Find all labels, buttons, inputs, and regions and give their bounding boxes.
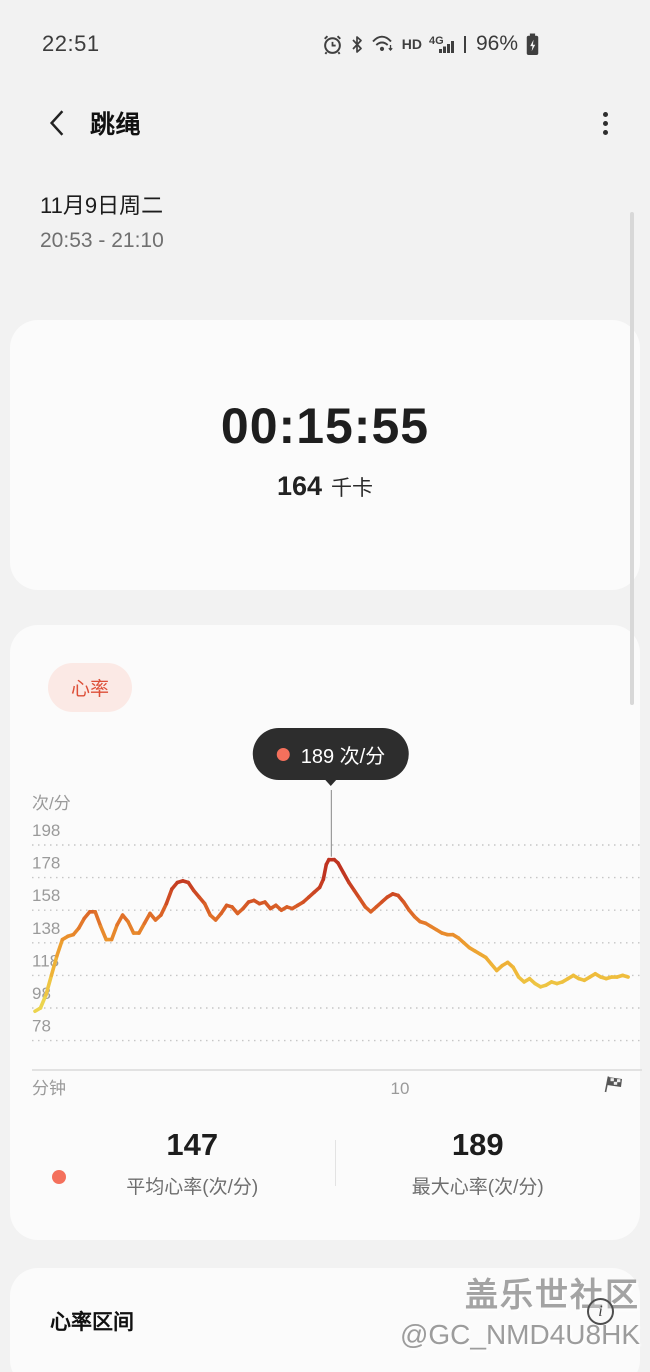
svg-text:78: 78 (32, 1017, 51, 1036)
bluetooth-icon (350, 34, 364, 55)
max-hr-stat: 189 最大心率(次/分) (336, 1127, 621, 1199)
calories-value: 164 (276, 470, 323, 501)
svg-text:138: 138 (32, 919, 60, 938)
stats-divider (334, 1140, 336, 1186)
svg-text:198: 198 (32, 821, 60, 840)
status-bar: 22:51 HD 4G 96% (0, 0, 650, 62)
average-marker-dot (52, 1170, 66, 1184)
more-options-button[interactable] (597, 106, 614, 141)
svg-text:158: 158 (32, 886, 60, 905)
max-hr-value: 189 (451, 1127, 504, 1162)
heart-rate-chart[interactable]: 次/分 198 178 158 138 118 98 78 分钟 10 (30, 780, 645, 1115)
network-label: 4G (429, 35, 444, 47)
chevron-left-icon (49, 110, 64, 136)
calories: 164 千卡 (277, 471, 373, 502)
avg-hr-value: 147 (166, 1127, 219, 1162)
tooltip-dot (276, 747, 290, 761)
status-icons: HD 4G 96% (322, 32, 540, 56)
clock: 22:51 (42, 31, 100, 56)
page-title: 跳绳 (90, 111, 142, 139)
max-hr-label: 最大心率(次/分) (411, 1177, 544, 1198)
tooltip-label: 189 次/分 (300, 745, 386, 768)
session-info: 11月9日周二 20:53 - 21:10 (0, 146, 650, 253)
svg-text:次/分: 次/分 (32, 794, 71, 813)
chart-tooltip: 189 次/分 (252, 728, 410, 780)
wifi-icon (371, 34, 395, 54)
hr-stats-row: 147 平均心率(次/分) 189 最大心率(次/分) (50, 1127, 620, 1199)
calories-unit: 千卡 (331, 476, 374, 500)
app-header: 跳绳 (0, 62, 650, 146)
svg-text:178: 178 (32, 854, 60, 873)
heart-rate-zones-card[interactable]: 心率区间 (10, 1268, 640, 1372)
heart-rate-badge: 心率 (48, 663, 133, 712)
signal-4g-icon: 4G (429, 34, 456, 55)
avg-hr-label: 平均心率(次/分) (126, 1177, 259, 1198)
battery-percent: 96% (475, 32, 518, 55)
workout-duration: 00:15:55 (220, 397, 430, 454)
back-button[interactable] (40, 106, 74, 140)
kebab-menu-icon (603, 111, 608, 117)
summary-card: 00:15:55 164 千卡 (10, 320, 640, 590)
battery-charging-icon (525, 33, 540, 56)
zones-title: 心率区间 (50, 1311, 134, 1334)
alarm-icon (322, 34, 343, 55)
status-divider (463, 35, 466, 53)
session-time-range: 20:53 - 21:10 (40, 229, 164, 252)
finish-flag-icon (604, 1076, 622, 1093)
info-icon[interactable]: i (587, 1298, 614, 1325)
heart-rate-card: 心率 189 次/分 次/分 198 178 158 138 118 98 78 分钟 10 14… (10, 625, 642, 1240)
hd-icon: HD (401, 36, 422, 52)
session-date: 11月9日周二 (40, 193, 164, 218)
svg-text:10: 10 (391, 1079, 410, 1098)
scrollbar-thumb[interactable] (630, 212, 634, 705)
avg-hr-stat: 147 平均心率(次/分) (50, 1127, 335, 1199)
svg-text:分钟: 分钟 (32, 1079, 66, 1098)
